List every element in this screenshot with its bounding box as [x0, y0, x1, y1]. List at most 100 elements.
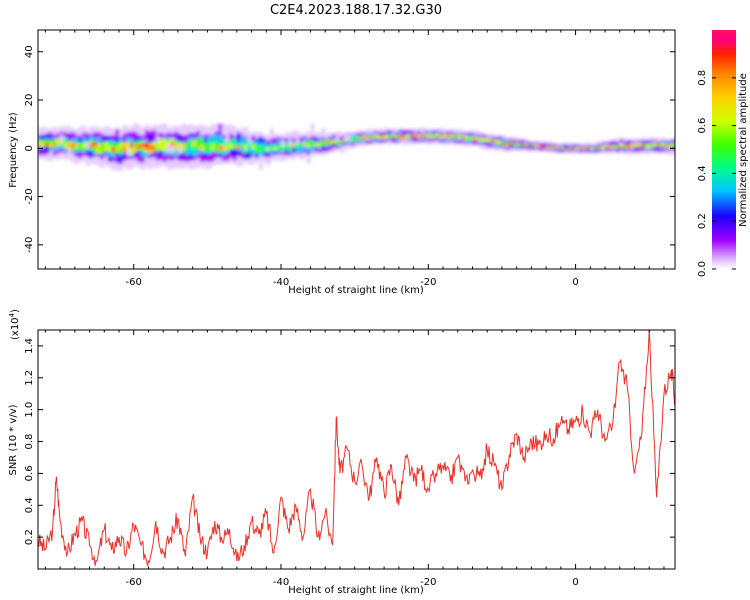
spectrogram-y-tick-label: -40	[24, 237, 35, 253]
spectrogram-cell	[638, 145, 642, 148]
spectrogram-cell	[214, 142, 219, 148]
spectrogram-y-axis-label: Frequency (Hz)	[8, 112, 19, 188]
colorbar-tick-label: 0.6	[697, 118, 708, 134]
spectrogram-cell	[192, 141, 197, 153]
spectrogram-cell	[306, 144, 311, 148]
spectrogram-cell	[424, 135, 429, 138]
spectrogram-cell	[649, 145, 654, 148]
spectrogram-cell	[163, 145, 167, 152]
spectrogram-cell	[144, 142, 149, 149]
spectrogram-speckle	[218, 123, 223, 132]
spectrogram-cell	[512, 142, 517, 145]
spectrogram-cell	[93, 141, 98, 147]
spectrogram-cell	[391, 133, 396, 138]
spectrogram-cell	[641, 145, 646, 148]
spectrogram-cell	[192, 140, 197, 147]
spectrogram-cell	[483, 139, 488, 142]
snr-x-axis-label: Height of straight line (km)	[288, 585, 424, 596]
spectrogram-cell	[663, 145, 668, 148]
spectrogram-cell	[269, 142, 274, 150]
colorbar-scale	[712, 30, 736, 269]
spectrogram-cell	[501, 143, 506, 146]
spectrogram-cell	[542, 146, 547, 148]
spectrogram-cell	[233, 144, 237, 150]
spectrogram-speckle	[60, 134, 65, 142]
spectrogram-cell	[487, 140, 491, 143]
spectrogram-cell	[627, 145, 631, 148]
spectrogram-speckle	[181, 161, 186, 169]
spectrogram-y-ticks: -40 -20 0 20 40	[24, 45, 675, 253]
spectrogram-cell	[645, 144, 650, 149]
spectrogram-cell	[424, 133, 429, 138]
spectrogram-cell	[431, 135, 436, 138]
spectrogram-cell	[593, 147, 598, 150]
spectrogram-cell	[660, 142, 665, 147]
spectrogram-speckle	[339, 145, 344, 153]
spectrogram-cell	[225, 145, 230, 151]
spectrogram-cell	[159, 145, 164, 151]
spectrogram-speckle	[177, 146, 182, 154]
spectrogram-heatmap	[38, 123, 675, 172]
spectrogram-cell	[133, 141, 138, 153]
snr-y-tick-label: 0.6	[24, 465, 35, 481]
spectrogram-x-tick-label: 0	[572, 277, 578, 288]
spectrogram-cell	[527, 144, 532, 146]
colorbar-tick-label: 0.8	[697, 70, 708, 86]
spectrogram-speckle	[269, 128, 274, 136]
spectrogram-speckle	[321, 128, 326, 136]
spectrogram-cell	[107, 145, 112, 151]
snr-y-tick-label: 1.0	[24, 402, 35, 418]
spectrogram-speckle	[141, 128, 146, 136]
spectrogram-speckle	[185, 134, 190, 143]
spectrogram-cell	[170, 142, 175, 148]
spectrogram-cell	[284, 145, 289, 149]
spectrogram-cell	[229, 144, 234, 150]
spectrogram-cell	[321, 143, 326, 146]
spectrogram-speckle	[67, 149, 72, 157]
spectrogram-cell	[115, 146, 120, 153]
snr-x-tick-label: -40	[273, 577, 289, 588]
spectrogram-cell	[406, 135, 410, 139]
spectrogram-cell	[82, 143, 86, 149]
spectrogram-cell	[306, 140, 311, 147]
spectrogram-cell	[417, 135, 422, 138]
spectrogram-speckle	[258, 162, 263, 170]
spectrogram-cell	[369, 137, 374, 140]
spectrogram-cell	[582, 146, 587, 150]
snr-y-multiplier: (x104)	[8, 309, 21, 340]
spectrogram-speckle	[170, 145, 175, 153]
spectrogram-cell	[465, 136, 469, 139]
spectrogram-cell	[634, 144, 639, 147]
spectrogram-cell	[597, 146, 602, 150]
spectrogram-cell	[295, 143, 300, 148]
spectrogram-cell	[619, 145, 624, 148]
spectrogram-speckle	[295, 137, 300, 145]
spectrogram-cell	[140, 142, 145, 149]
spectrogram-cell	[509, 141, 514, 146]
spectrogram-cell	[457, 134, 462, 139]
spectrogram-cell	[152, 145, 156, 152]
spectrogram-cell	[586, 147, 591, 149]
snr-series-line	[38, 330, 675, 566]
colorbar-tick-label: 0.0	[697, 261, 708, 277]
spectrogram-cell	[111, 147, 116, 153]
spectrogram-cell	[571, 147, 576, 149]
spectrogram-cell	[553, 146, 558, 148]
spectrogram-cell	[38, 141, 42, 146]
spectrogram-speckle	[288, 138, 293, 146]
colorbar-label: Normalized spectral amplitude	[738, 73, 749, 227]
spectrogram-cell	[384, 134, 388, 137]
spectrogram-cell	[667, 144, 672, 149]
spectrogram-cell	[163, 138, 167, 150]
spectrogram-cell	[523, 144, 528, 147]
spectrogram-cell	[89, 139, 94, 149]
spectrogram-cell	[210, 144, 215, 150]
figure-title: C2E4.2023.188.17.32.G30	[270, 3, 442, 18]
spectrogram-speckle	[188, 124, 193, 132]
spectrogram-cell	[420, 133, 425, 138]
spectrogram-cell	[582, 148, 587, 150]
colorbar-ticks: 0.0 0.2 0.4 0.6 0.8	[697, 70, 736, 277]
spectrogram-cell	[439, 134, 444, 137]
spectrogram-cell	[317, 142, 322, 146]
spectrogram-cell	[291, 143, 296, 147]
